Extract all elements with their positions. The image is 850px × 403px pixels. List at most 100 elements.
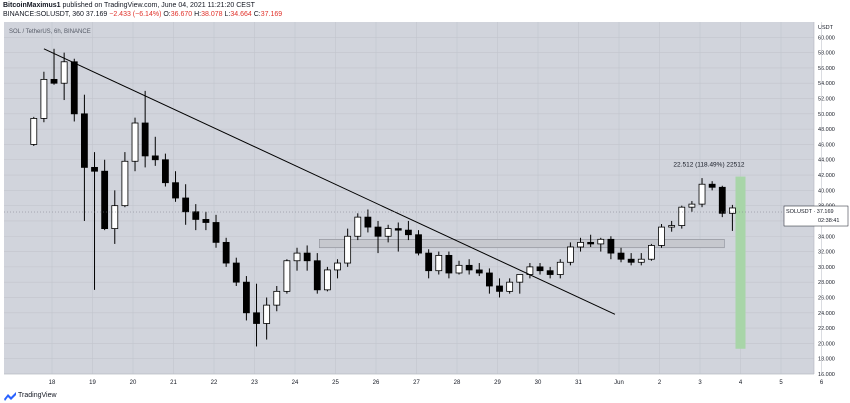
candle-bull xyxy=(648,245,655,260)
descending-trendline xyxy=(43,48,616,315)
candle-bear xyxy=(303,252,311,262)
range-measure-bar xyxy=(735,176,746,349)
plot-background xyxy=(4,22,814,374)
chart-area[interactable]: 16.000 18.000 20.000 22.000 24.000 26.000 28.0… xyxy=(0,22,850,390)
x-tick-label: Jun xyxy=(614,380,624,386)
candlestick-chart[interactable]: 16.000 18.000 20.000 22.000 24.000 26.000 28.0… xyxy=(0,22,850,390)
high-label: H: xyxy=(194,11,202,18)
candle-bull xyxy=(658,226,665,246)
candle-bull xyxy=(637,258,645,263)
price-label-text: SOLUSDT · 37.169 xyxy=(786,209,834,215)
candle-bear xyxy=(536,266,544,272)
x-tick-label: 5 xyxy=(779,380,783,386)
candle-bear xyxy=(708,183,716,188)
candle-bear xyxy=(465,264,473,271)
x-tick-label: 30 xyxy=(535,380,542,386)
candle-bull xyxy=(506,281,514,292)
y-tick-label: 56.000 xyxy=(818,66,835,72)
x-tick-label: 27 xyxy=(413,380,420,386)
candle-bull xyxy=(131,122,139,162)
x-tick-label: 29 xyxy=(494,380,501,386)
candle-bear xyxy=(161,159,169,184)
candle-bull xyxy=(435,254,443,272)
candle-bear xyxy=(627,258,635,263)
candle-bear xyxy=(192,211,200,220)
candle-bull xyxy=(273,290,281,306)
candle-bull xyxy=(678,206,686,226)
low-value: 34.664 xyxy=(230,11,252,18)
symbol-info-line: BINANCE:SOLUSDT, 360 37.169 −2.433 (−6.1… xyxy=(3,11,282,18)
y-tick-label: 24.000 xyxy=(818,311,835,317)
tradingview-logo-icon xyxy=(4,392,16,401)
x-tick-label: 2 xyxy=(658,380,662,386)
candle-bull xyxy=(668,225,676,228)
open-value: 36.670 xyxy=(170,11,193,18)
candle-bull xyxy=(40,78,48,119)
candle-bear xyxy=(70,61,78,115)
x-tick-label: 3 xyxy=(698,380,702,386)
y-tick-label: 48.000 xyxy=(818,127,835,133)
support-zone xyxy=(318,239,725,249)
candle-bull xyxy=(455,264,463,274)
publish-line: BitcoinMaximus1 published on TradingView… xyxy=(3,2,255,9)
candle-bear xyxy=(404,229,412,236)
y-tick-label: 26.000 xyxy=(818,295,835,301)
y-tick-label: 20.000 xyxy=(818,341,835,347)
candle-bull xyxy=(344,235,352,264)
candle-bear xyxy=(242,281,250,314)
y-tick-label: 40.000 xyxy=(818,188,835,194)
low-label: L: xyxy=(224,11,231,18)
range-annotation: 22.512 (118.49%) 22512 xyxy=(673,162,744,169)
y-tick-label: 18.000 xyxy=(818,357,835,363)
candle-bear xyxy=(172,182,179,199)
y-tick-label: 30.000 xyxy=(818,265,835,271)
close-value: 37.169 xyxy=(260,11,283,18)
y-tick-label: 34.000 xyxy=(818,234,835,240)
chart-footer: TradingView xyxy=(0,390,850,403)
candle-bull xyxy=(577,241,584,248)
candle-bull xyxy=(283,260,291,292)
candle-bear xyxy=(81,113,88,168)
candle-bear xyxy=(232,262,240,283)
candle-bull xyxy=(688,203,696,208)
price-change: −2.433 (−6.14%) xyxy=(109,11,162,18)
candle-bull xyxy=(334,262,341,271)
candle-bear xyxy=(425,252,433,272)
x-tick-label: 23 xyxy=(251,380,258,386)
author-name: BitcoinMaximus1 xyxy=(3,2,61,9)
candle-bear xyxy=(475,269,483,274)
candle-bear xyxy=(151,155,159,161)
candle-bear xyxy=(374,226,382,237)
y-tick-label: 46.000 xyxy=(818,142,835,148)
candle-bear xyxy=(364,216,372,228)
candle-bear xyxy=(91,166,98,172)
candle-bull xyxy=(729,207,736,214)
candle-bear xyxy=(394,228,402,231)
x-tick-label: 20 xyxy=(130,380,137,386)
y-tick-label: 52.000 xyxy=(818,97,835,103)
candle-bear xyxy=(587,241,595,245)
chart-title: SOL / TetherUS, 6h, BINANCE xyxy=(9,29,91,35)
y-tick-label: 60.000 xyxy=(818,35,835,41)
candle-bear xyxy=(485,272,493,287)
x-tick-label: 22 xyxy=(211,380,218,386)
candle-bear xyxy=(313,260,321,291)
y-tick-label: 54.000 xyxy=(818,81,835,87)
candle-bear xyxy=(50,78,58,84)
currency-label: USDT xyxy=(818,25,834,31)
y-tick-label: 50.000 xyxy=(818,112,835,118)
y-tick-label: 16.000 xyxy=(818,372,835,378)
price-label-box xyxy=(783,205,849,227)
close-label: C: xyxy=(253,11,261,18)
x-tick-label: 21 xyxy=(170,380,177,386)
candle-bear xyxy=(607,238,615,254)
candle-bear xyxy=(202,219,210,223)
x-tick-label: 18 xyxy=(49,380,56,386)
candle-bear xyxy=(496,285,503,292)
y-tick-label: 28.000 xyxy=(818,280,835,286)
last-price: 37.169 xyxy=(85,11,108,18)
x-tick-label: 6 xyxy=(820,380,824,386)
x-tick-label: 31 xyxy=(575,380,582,386)
candle-bull xyxy=(111,205,119,230)
candle-bull xyxy=(384,228,392,237)
